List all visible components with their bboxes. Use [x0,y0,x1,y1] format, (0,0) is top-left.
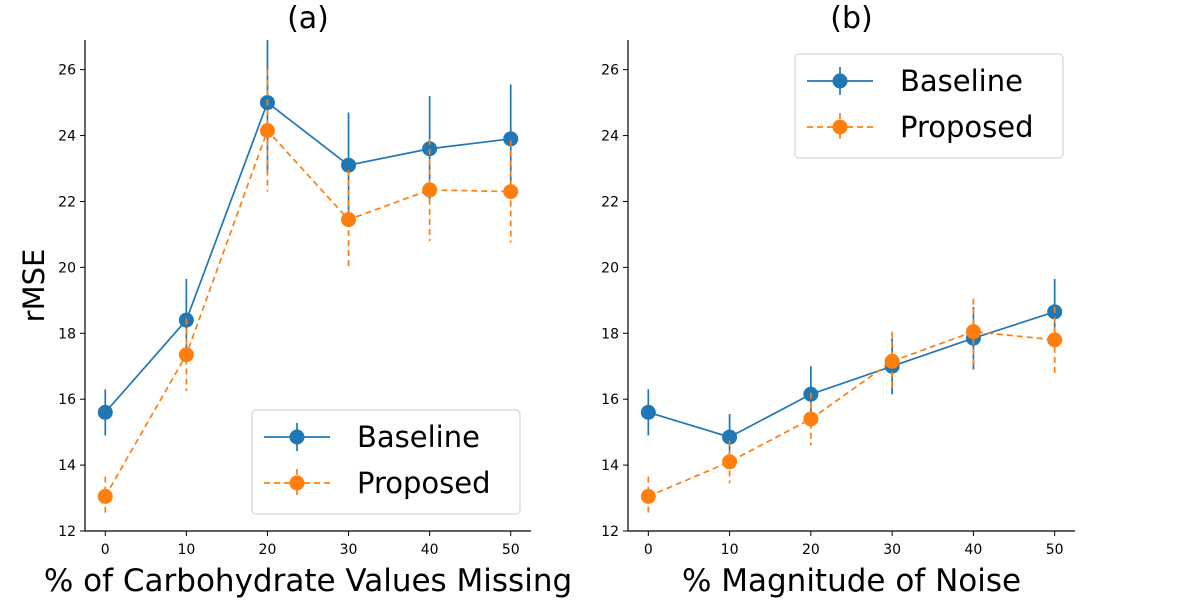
chart-b: 12 14 16 18 20 22 24 26 0 10 20 30 40 50 (b) % Magnitud… [601,1,1075,599]
data-point [97,488,113,504]
x-tick-label: 30 [883,542,901,558]
y-tick-label: 16 [58,392,76,408]
x-tick-label: 50 [502,542,520,558]
y-axis-label: rMSE [17,249,51,323]
y-tick-label: 12 [58,524,76,540]
y-tick-label: 22 [58,194,76,210]
y-tick-label: 24 [58,129,76,145]
legend-marker [289,429,305,445]
series-baseline [640,278,1063,461]
data-point [965,324,981,340]
x-tick-label: 20 [802,542,820,558]
chart-title: (b) [830,1,872,36]
data-point [422,141,438,157]
y-tick-label: 26 [601,63,619,79]
chart-title: (a) [287,1,329,36]
x-tick-label: 40 [964,542,982,558]
series-proposed [640,298,1063,517]
data-point [640,404,656,420]
data-point [178,347,194,363]
y-tick-label: 24 [601,129,619,145]
x-tick-label: 0 [644,542,653,558]
legend-marker [832,73,848,89]
legend-label: Baseline [900,64,1023,98]
y-tick-label: 18 [58,326,76,342]
data-point [884,353,900,369]
chart-a: 12 14 16 18 20 22 24 26 0 10 20 30 40 50 (a) % of Carbo… [17,1,572,599]
data-point [97,404,113,420]
data-point [341,212,357,228]
y-tick-label: 20 [601,260,619,276]
x-axis-label: % of Carbohydrate Values Missing [44,563,572,599]
x-tick-label: 40 [421,542,439,558]
legend-box [794,53,1064,159]
legend: Baseline Proposed [794,53,1064,159]
data-point [803,411,819,427]
x-tick-label: 10 [177,542,195,558]
y-tick-label: 18 [601,326,619,342]
legend: Baseline Proposed [251,409,521,515]
y-tick-label: 14 [58,458,76,474]
series-line [647,330,1055,498]
y-tick-label: 22 [601,194,619,210]
y-tick-label: 16 [601,392,619,408]
data-point [259,123,275,139]
legend-label: Proposed [357,466,491,500]
data-point [640,488,656,504]
legend-label: Baseline [357,420,480,454]
y-tick-label: 20 [58,260,76,276]
data-point [722,429,738,445]
x-axis-label: % Magnitude of Noise [682,563,1021,599]
data-point [1047,332,1063,348]
y-tick-label: 12 [601,524,619,540]
x-tick-label: 50 [1046,542,1064,558]
series-line [648,311,1055,438]
y-tick-label: 14 [601,458,619,474]
x-tick-label: 0 [101,542,110,558]
data-point [503,131,519,147]
series-baseline [97,40,519,436]
legend-box [251,409,521,515]
data-point [341,157,357,173]
data-point [503,184,519,200]
data-point [722,454,738,470]
data-point [422,182,438,198]
series-line [104,129,511,497]
x-tick-label: 10 [721,542,739,558]
legend-marker [832,119,848,135]
y-tick-label: 26 [58,63,76,79]
x-tick-label: 30 [340,542,358,558]
series-line [104,101,511,413]
legend-label: Proposed [900,110,1034,144]
legend-marker [289,475,305,491]
series-proposed [97,69,519,517]
x-tick-label: 20 [259,542,277,558]
